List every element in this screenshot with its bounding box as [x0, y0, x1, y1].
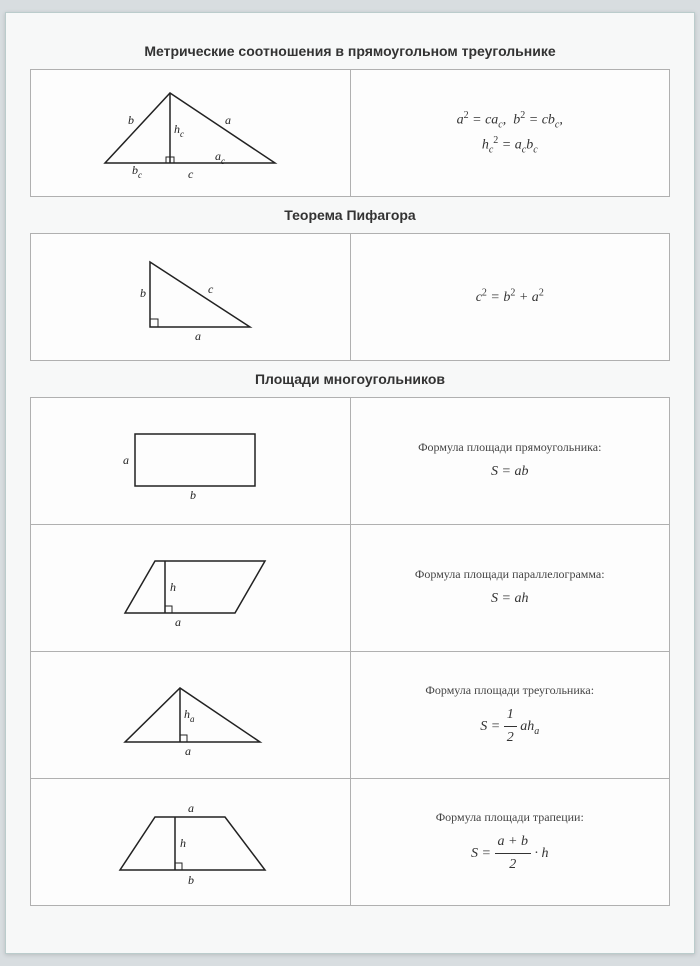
svg-text:c: c: [138, 170, 142, 180]
svg-text:h: h: [180, 836, 186, 850]
tri-diagram-cell: ha a: [31, 652, 351, 779]
svg-text:a: a: [225, 113, 231, 127]
parallelogram-diagram: h a: [90, 543, 290, 633]
trap-caption: Формула площади трапеции:: [361, 808, 660, 827]
section2-diagram-cell: b c a: [31, 234, 351, 361]
section2-title: Теорема Пифагора: [30, 207, 670, 223]
trapezoid-diagram: a h b: [90, 795, 290, 890]
section1-table: b a c hc bc ac a2 = cac, b2 = cbc, hc2 =…: [30, 69, 670, 197]
section1-formula-cell: a2 = cac, b2 = cbc, hc2 = acbc: [350, 70, 670, 197]
svg-text:b: b: [190, 488, 196, 502]
para-diagram-cell: h a: [31, 525, 351, 652]
section2-formula-cell: c2 = b2 + a2: [350, 234, 670, 361]
para-formula: S = ah: [361, 588, 660, 610]
svg-text:a: a: [195, 329, 201, 343]
trap-formula-cell: Формула площади трапеции: S = a + b2 · h: [350, 779, 670, 906]
svg-text:h: h: [170, 580, 176, 594]
svg-text:a: a: [123, 453, 129, 467]
svg-text:c: c: [188, 167, 194, 181]
pythagoras-formula: c2 = b2 + a2: [476, 290, 544, 305]
section3-title: Площади многоугольников: [30, 371, 670, 387]
svg-text:c: c: [221, 156, 225, 166]
svg-text:a: a: [185, 744, 191, 758]
section1-diagram-cell: b a c hc bc ac: [31, 70, 351, 197]
table-row: ha a Формула площади треугольника: S = 1…: [31, 652, 670, 779]
section1-formula-line1: a2 = cac, b2 = cbc,: [361, 108, 660, 133]
table-row: a h b Формула площади трапеции: S = a + …: [31, 779, 670, 906]
trap-diagram-cell: a h b: [31, 779, 351, 906]
section2-table: b c a c2 = b2 + a2: [30, 233, 670, 361]
tri-formula: S = 12 aha: [361, 704, 660, 750]
pythagoras-diagram: b c a: [100, 247, 280, 347]
svg-text:b: b: [140, 286, 146, 300]
rect-caption: Формула площади прямоугольника:: [361, 438, 660, 457]
rect-formula: S = ab: [361, 461, 660, 483]
trap-formula: S = a + b2 · h: [361, 831, 660, 877]
rectangle-diagram: a b: [90, 416, 290, 506]
table-row: h a Формула площади параллелограмма: S =…: [31, 525, 670, 652]
svg-text:b: b: [128, 113, 134, 127]
section3-table: a b Формула площади прямоугольника: S = …: [30, 397, 670, 906]
rect-diagram-cell: a b: [31, 398, 351, 525]
triangle-area-diagram: ha a: [90, 670, 290, 760]
metric-triangle-diagram: b a c hc bc ac: [80, 78, 300, 188]
svg-text:c: c: [180, 129, 184, 139]
page: Метрические соотношения в прямоугольном …: [5, 12, 695, 954]
rect-formula-cell: Формула площади прямоугольника: S = ab: [350, 398, 670, 525]
table-row: a b Формула площади прямоугольника: S = …: [31, 398, 670, 525]
svg-text:a: a: [190, 714, 195, 724]
svg-text:c: c: [208, 282, 214, 296]
para-formula-cell: Формула площади параллелограмма: S = ah: [350, 525, 670, 652]
section1-title: Метрические соотношения в прямоугольном …: [30, 43, 670, 59]
section1-formula-line2: hc2 = acbc: [361, 133, 660, 158]
para-caption: Формула площади параллелограмма:: [361, 565, 660, 584]
svg-text:b: b: [188, 873, 194, 887]
svg-text:a: a: [175, 615, 181, 629]
tri-caption: Формула площади треугольника:: [361, 681, 660, 700]
tri-formula-cell: Формула площади треугольника: S = 12 aha: [350, 652, 670, 779]
svg-text:a: a: [188, 801, 194, 815]
